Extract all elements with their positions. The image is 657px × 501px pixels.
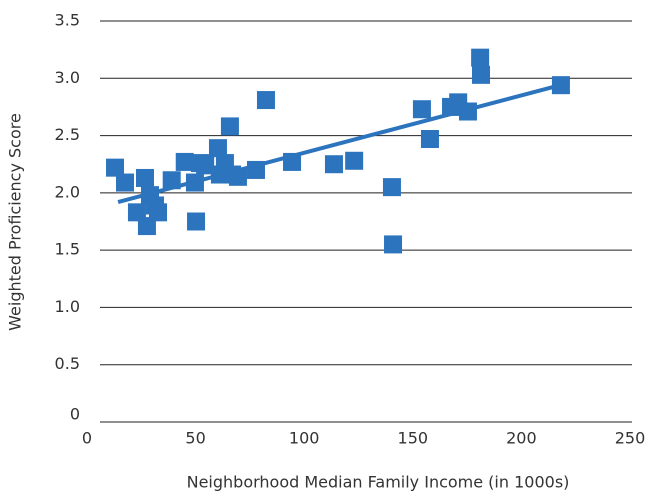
y-tick-label: 0: [70, 405, 80, 424]
x-tick-label: 200: [506, 429, 537, 448]
point: [384, 235, 403, 254]
point: [149, 203, 168, 222]
x-tick-label: 250: [615, 429, 646, 448]
y-tick-label: 2.5: [55, 125, 80, 144]
point: [324, 155, 343, 174]
point: [420, 130, 439, 149]
x-tick-label: 150: [398, 429, 429, 448]
point: [471, 48, 490, 67]
point: [135, 168, 154, 187]
point: [127, 203, 146, 222]
point: [106, 158, 125, 177]
point: [345, 151, 364, 170]
y-tick-label: 0.5: [55, 354, 80, 373]
point: [175, 152, 194, 171]
y-tick-label: 3.5: [55, 11, 80, 30]
x-axis-label: Neighborhood Median Family Income (in 10…: [187, 473, 570, 492]
point: [116, 173, 135, 192]
point: [382, 178, 401, 197]
y-tick-label: 1.5: [55, 240, 80, 259]
x-tick-label: 100: [289, 429, 320, 448]
x-tick-label: 0: [82, 429, 92, 448]
y-axis-label: Weighted Proficiency Score: [6, 113, 25, 331]
point: [472, 65, 491, 84]
point: [220, 117, 239, 136]
point: [137, 217, 156, 236]
point: [412, 100, 431, 119]
point: [256, 91, 275, 110]
y-tick-label: 2.0: [55, 182, 80, 201]
y-tick-label: 3.0: [55, 68, 80, 87]
point: [187, 212, 206, 231]
x-tick-label: 50: [185, 429, 205, 448]
point: [208, 139, 227, 158]
point: [196, 156, 215, 175]
y-tick-label: 1.0: [55, 297, 80, 316]
trend-line: [117, 83, 561, 204]
point: [551, 76, 570, 95]
